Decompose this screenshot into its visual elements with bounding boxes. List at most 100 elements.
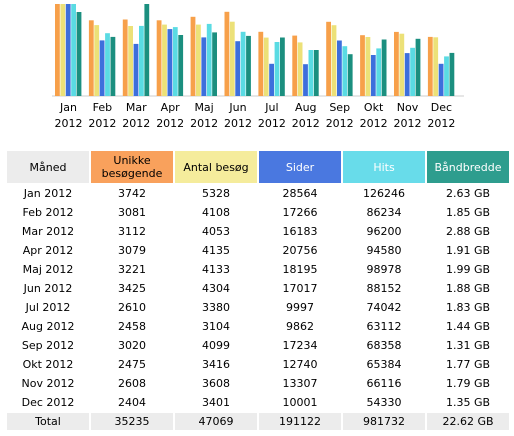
cell-visits: 47069 xyxy=(175,413,257,430)
cell-unique: 3081 xyxy=(118,206,146,219)
cell-hits: 86234 xyxy=(366,206,402,219)
bar-visits-7 xyxy=(297,42,303,96)
x-tick-month: Okt xyxy=(364,101,384,114)
cell-unique: 3112 xyxy=(118,225,146,238)
cell-month: Feb 2012 xyxy=(22,206,74,219)
cell-hits: 98978 xyxy=(366,263,402,276)
bar-hits-3 xyxy=(172,27,178,97)
bar-visits-4 xyxy=(196,24,201,97)
bar-bandwidth-2 xyxy=(144,4,150,96)
bar-bandwidth-10 xyxy=(415,38,421,96)
bar-pages-10 xyxy=(404,53,410,96)
bar-unique-9 xyxy=(360,35,365,96)
bar-unique-3 xyxy=(156,20,162,96)
cell-pages: 20756 xyxy=(282,244,318,257)
bar-unique-5 xyxy=(224,11,230,96)
cell-bandwidth: 1.85 GB xyxy=(445,206,491,219)
cell-hits: 63112 xyxy=(366,320,402,333)
bar-visits-10 xyxy=(399,33,405,96)
x-tick-month: Sep xyxy=(329,101,350,114)
bar-bandwidth-4 xyxy=(212,32,217,96)
x-tick-year: 2012 xyxy=(360,117,388,130)
bar-visits-2 xyxy=(128,26,133,96)
table-total-row: Total 35235 47069 191122 981732 22.62 GB xyxy=(7,413,509,430)
bar-visits-6 xyxy=(263,37,269,96)
bar-bandwidth-3 xyxy=(178,35,184,96)
cell-visits: 3104 xyxy=(202,320,230,333)
bar-hits-8 xyxy=(342,46,348,96)
cell-visits: 3416 xyxy=(202,358,230,371)
cell-visits: 3608 xyxy=(202,377,230,390)
bar-pages-4 xyxy=(201,37,207,96)
monthly-stats-table: Måned Unikke besøgende Antal besøg Sider… xyxy=(5,149,511,432)
bar-hits-2 xyxy=(139,25,144,96)
bar-pages-8 xyxy=(337,40,342,96)
bar-unique-7 xyxy=(292,35,298,96)
bar-pages-0 xyxy=(65,4,71,96)
cell-month: Jan 2012 xyxy=(23,187,73,200)
cell-bandwidth: 1.88 GB xyxy=(445,282,491,295)
cell-hits: 54330 xyxy=(366,396,402,409)
x-tick-year: 2012 xyxy=(224,117,252,130)
x-tick-year: 2012 xyxy=(394,117,422,130)
bar-hits-4 xyxy=(206,23,212,96)
x-tick-year: 2012 xyxy=(326,117,354,130)
cell-hits: 126246 xyxy=(363,187,405,200)
bar-bandwidth-9 xyxy=(381,39,387,96)
cell-pages: 9862 xyxy=(286,320,314,333)
cell-month: Maj 2012 xyxy=(22,263,74,276)
x-tick-month: Aug xyxy=(295,101,316,114)
cell-visits: 3380 xyxy=(202,301,230,314)
header-unique: Unikke besøgende xyxy=(91,151,173,183)
bar-unique-0 xyxy=(55,4,60,96)
bar-hits-6 xyxy=(274,42,280,96)
cell-month: Mar 2012 xyxy=(21,225,75,238)
bar-bandwidth-0 xyxy=(76,12,82,96)
bar-hits-0 xyxy=(71,4,76,96)
bar-unique-1 xyxy=(88,20,94,96)
cell-unique: 3742 xyxy=(118,187,146,200)
cell-bandwidth: 1.99 GB xyxy=(445,263,491,276)
table-row: Sep 2012 3020 4099 17234 68358 1.31 GB xyxy=(7,337,509,354)
cell-visits: 4133 xyxy=(202,263,230,276)
table-row: Aug 2012 2458 3104 9862 63112 1.44 GB xyxy=(7,318,509,335)
cell-unique: 2610 xyxy=(118,301,146,314)
cell-bandwidth: 22.62 GB xyxy=(427,413,509,430)
cell-pages: 9997 xyxy=(286,301,314,314)
bar-pages-7 xyxy=(303,64,308,96)
bar-bandwidth-7 xyxy=(313,50,319,96)
header-hits: Hits xyxy=(343,151,425,183)
cell-visits: 4135 xyxy=(202,244,230,257)
cell-hits: 74042 xyxy=(366,301,402,314)
bar-unique-11 xyxy=(427,36,433,96)
cell-pages: 17017 xyxy=(282,282,318,295)
x-tick-year: 2012 xyxy=(156,117,184,130)
x-tick-year: 2012 xyxy=(88,117,116,130)
cell-visits: 5328 xyxy=(202,187,230,200)
cell-unique: 2475 xyxy=(118,358,146,371)
header-month: Måned xyxy=(7,151,89,183)
bar-pages-11 xyxy=(438,63,444,96)
bar-visits-8 xyxy=(331,25,337,97)
cell-visits: 4099 xyxy=(202,339,230,352)
cell-unique: 35235 xyxy=(91,413,173,430)
cell-pages: 10001 xyxy=(282,396,318,409)
cell-hits: 96200 xyxy=(366,225,402,238)
table-row: Maj 2012 3221 4133 18195 98978 1.99 GB xyxy=(7,261,509,278)
cell-hits: 66116 xyxy=(366,377,402,390)
cell-hits: 88152 xyxy=(366,282,402,295)
table-row: Dec 2012 2404 3401 10001 54330 1.35 GB xyxy=(7,394,509,411)
table-row: Nov 2012 2608 3608 13307 66116 1.79 GB xyxy=(7,375,509,392)
bar-visits-11 xyxy=(433,37,439,96)
cell-bandwidth: 1.83 GB xyxy=(445,301,491,314)
cell-unique: 3221 xyxy=(118,263,146,276)
bar-hits-5 xyxy=(240,31,246,96)
cell-unique: 2458 xyxy=(118,320,146,333)
bar-unique-2 xyxy=(122,19,128,96)
table-row: Okt 2012 2475 3416 12740 65384 1.77 GB xyxy=(7,356,509,373)
cell-month: Dec 2012 xyxy=(21,396,75,409)
cell-hits: 65384 xyxy=(366,358,402,371)
bar-visits-9 xyxy=(365,37,371,96)
bar-visits-1 xyxy=(94,25,100,97)
x-tick-year: 2012 xyxy=(427,117,455,130)
